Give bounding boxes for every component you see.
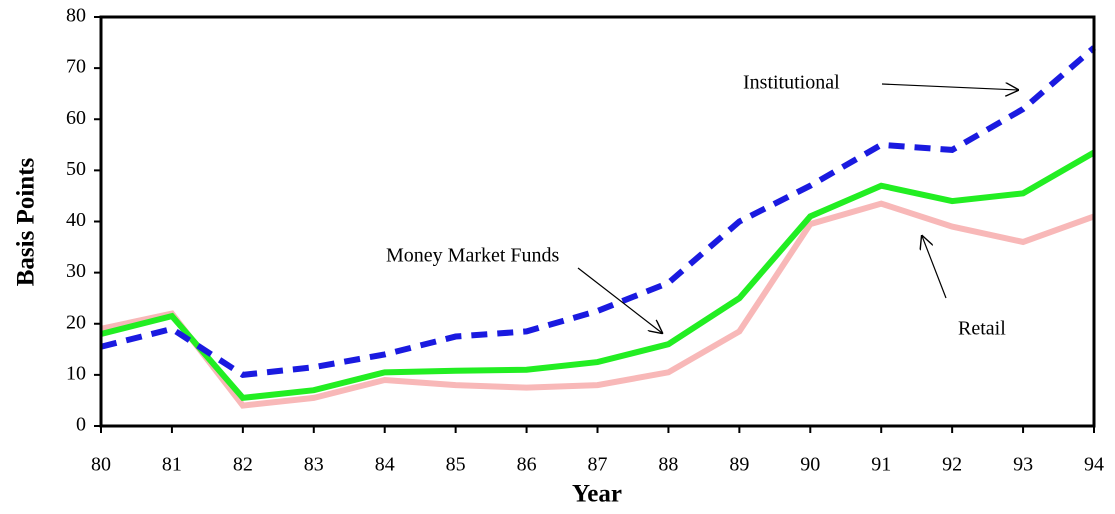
y-tick-label: 80 [66,5,86,27]
x-tick-label: 92 [942,454,962,476]
x-tick-label: 94 [1084,454,1104,476]
x-tick-label: 89 [729,454,749,476]
x-tick-label: 81 [162,454,182,476]
x-tick-label: 83 [304,454,324,476]
x-tick-label: 82 [233,454,253,476]
x-axis-title: Year [572,481,622,508]
series-label: Institutional [743,72,840,94]
y-axis-title: Basis Points [13,157,40,286]
x-tick-label: 91 [871,454,891,476]
x-tick-label: 87 [588,454,608,476]
annotation-arrow [577,267,662,333]
annotation-arrow [881,84,1018,90]
x-tick-label: 90 [800,454,820,476]
y-tick-label: 20 [66,311,86,333]
series-line [100,45,1096,378]
x-tick-label: 85 [446,454,466,476]
x-tick-label: 84 [375,454,395,476]
y-tick-label: 40 [66,209,86,231]
y-tick-label: 70 [66,56,86,78]
y-tick-label: 10 [66,362,86,384]
annotation-arrow [922,236,947,299]
series-label: Money Market Funds [386,245,560,267]
series-line [100,149,1096,402]
y-tick-label: 30 [66,260,86,282]
series-line [100,200,1096,409]
y-tick-label: 50 [66,158,86,180]
x-tick-label: 88 [658,454,678,476]
x-tick-label: 80 [91,454,111,476]
plot-frame [99,15,1096,428]
x-tick-label: 86 [517,454,537,476]
y-tick-label: 0 [76,414,86,436]
series-label: Retail [958,318,1006,340]
y-tick-label: 60 [66,107,86,129]
x-tick-label: 93 [1013,454,1033,476]
